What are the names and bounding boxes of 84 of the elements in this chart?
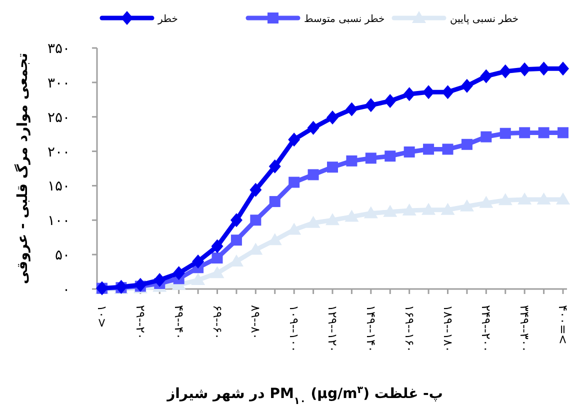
x-tick-label: ۲۰--۲۹	[133, 305, 148, 340]
point	[364, 98, 377, 112]
point	[558, 127, 568, 138]
x-tick-label: ۶۰--۶۹	[210, 305, 224, 340]
x-tick-label: ۳۰۰--۳۴۹	[518, 305, 532, 352]
point	[115, 280, 128, 294]
point	[499, 64, 512, 78]
x-tick-label: ۱۰۰--۱۰۹	[287, 305, 302, 352]
y-axis-title: تجمعی موارد مرگ قلبی - عروقی	[14, 52, 31, 284]
x-tick-label: ۱۸۰--۱۸۹	[440, 305, 455, 352]
point	[536, 192, 551, 204]
point	[365, 152, 376, 164]
point	[210, 266, 224, 278]
point	[307, 120, 320, 135]
point	[364, 206, 378, 218]
point	[518, 192, 532, 204]
point	[404, 146, 415, 158]
x-tick-label: >=۴۰۰	[556, 305, 570, 344]
point	[480, 69, 492, 84]
point	[346, 102, 358, 116]
point	[308, 169, 319, 180]
y-tick-label: ۲۰۰	[47, 144, 70, 160]
x-tick-label: ۱۶۰--۱۶۹	[402, 305, 416, 352]
point	[288, 132, 300, 147]
point	[134, 278, 146, 292]
point	[480, 131, 492, 142]
point	[498, 193, 512, 206]
point	[460, 199, 474, 212]
y-tick-label: ۳۰۰	[47, 75, 70, 92]
x-tick-label: ۸۰--۸۹	[248, 305, 263, 340]
point	[212, 252, 223, 264]
point	[538, 62, 550, 76]
point	[268, 159, 281, 174]
point	[383, 204, 398, 217]
point	[346, 155, 358, 166]
point	[423, 144, 434, 155]
point	[288, 176, 300, 188]
point	[402, 204, 416, 216]
y-tick-label: ۱۰۰	[47, 213, 70, 230]
point	[327, 162, 338, 173]
legend-label: خطر	[157, 14, 178, 25]
point	[306, 216, 320, 228]
point	[518, 62, 531, 76]
x-tick-label: ۱۴۰--۱۴۹	[364, 305, 378, 352]
point	[556, 192, 570, 204]
point	[230, 234, 242, 246]
point	[384, 150, 396, 162]
x-tick-label: ۲۰۰--۲۴۹	[479, 305, 494, 352]
y-tick-label: ۳۵۰	[47, 41, 70, 57]
point	[538, 127, 550, 138]
point	[154, 273, 166, 288]
point	[461, 138, 472, 150]
y-tick-label: ۲۵۰	[47, 110, 70, 126]
legend-label: خطر نسبی متوسط	[304, 14, 385, 25]
point	[442, 144, 454, 155]
y-tick-label: ۰	[62, 282, 70, 298]
point	[250, 214, 262, 226]
legend-label: خطر نسبی پایین	[450, 14, 519, 25]
x-tick-label: <۱۰	[95, 305, 109, 328]
point	[422, 202, 436, 215]
point	[344, 210, 359, 222]
x-tick-label: ۱۲۰--۱۲۹	[326, 305, 340, 352]
point	[191, 273, 206, 286]
y-tick-label: ۱۵۰	[47, 178, 70, 195]
point	[230, 213, 242, 228]
point	[384, 94, 396, 108]
y-tick-label: ۵۰	[54, 248, 70, 264]
point	[326, 213, 340, 226]
point	[557, 62, 569, 76]
point	[172, 266, 185, 280]
point	[440, 202, 455, 215]
point	[192, 254, 204, 268]
point	[211, 239, 224, 254]
point	[403, 87, 416, 102]
x-tick-label: ۴۰--۴۹	[172, 305, 186, 340]
point	[479, 196, 494, 208]
point	[460, 78, 473, 93]
point	[500, 128, 511, 139]
point	[250, 182, 262, 197]
point	[422, 85, 435, 100]
point	[326, 110, 338, 125]
point	[269, 196, 280, 208]
point	[442, 85, 454, 100]
point	[519, 127, 530, 138]
